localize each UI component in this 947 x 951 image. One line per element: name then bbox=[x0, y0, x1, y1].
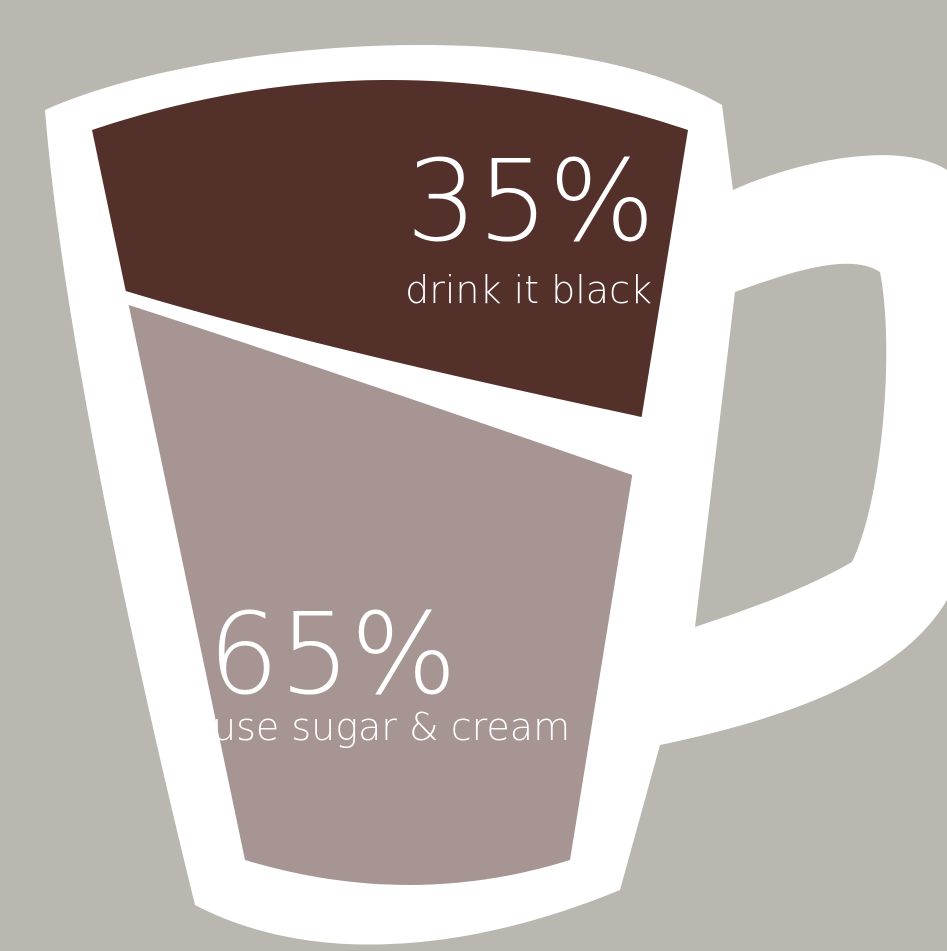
category-label: use sugar & cream bbox=[212, 705, 570, 749]
segment bbox=[92, 80, 688, 417]
handle-hole bbox=[695, 263, 887, 627]
category-label: drink it black bbox=[405, 268, 652, 312]
segment bbox=[128, 305, 633, 885]
value-label: 35% bbox=[406, 137, 655, 267]
value-label: 65% bbox=[208, 590, 457, 720]
